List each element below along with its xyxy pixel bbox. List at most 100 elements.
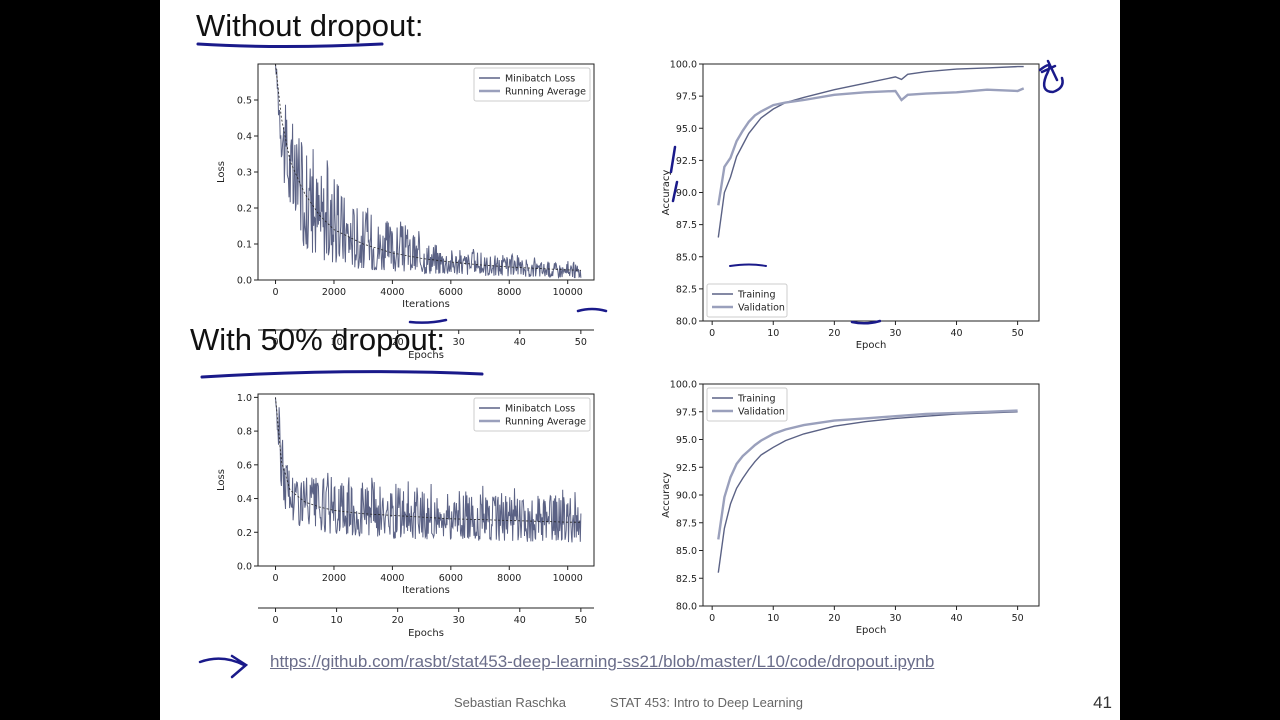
page-number: 41 xyxy=(1093,693,1112,712)
epoch-tick-label: 20 xyxy=(392,337,404,348)
legend-box xyxy=(706,387,788,422)
epoch-tick-label: 20 xyxy=(392,615,404,626)
heading-without-dropout: Without dropout: xyxy=(196,8,424,43)
legend-box xyxy=(473,67,591,102)
x-tick-label: 20 xyxy=(828,613,840,624)
x-tick-label: 20 xyxy=(828,328,840,339)
chart-accuracy-no-dropout: 0 10 20 30 40 50 80.0 82.5 85.0 87.5 90.0 92.5 95.0 9… xyxy=(661,60,1040,351)
y-tick-label: 90.0 xyxy=(676,491,697,502)
epoch-tick-label: 30 xyxy=(453,337,465,348)
y-tick-label: 0.3 xyxy=(237,168,252,179)
y-tick-label: 0.2 xyxy=(237,528,252,539)
epoch-tick-label: 0 xyxy=(273,615,279,626)
x-tick-label: 50 xyxy=(1012,328,1024,339)
epoch-tick-label: 10 xyxy=(331,615,343,626)
x-tick-label: 0 xyxy=(709,328,715,339)
y-tick-label: 0.5 xyxy=(237,96,252,107)
series-running-average xyxy=(275,397,581,523)
plot-area xyxy=(275,64,582,280)
y-tick-label: 0.6 xyxy=(237,460,252,471)
y-tick-label: 85.0 xyxy=(676,546,697,557)
epoch-tick-label: 40 xyxy=(514,337,526,348)
x-tick-label: 0 xyxy=(709,613,715,624)
epoch-tick-label: 10 xyxy=(331,337,343,348)
y-tick-label: 0.0 xyxy=(237,562,252,573)
legend-entry: Minibatch Loss xyxy=(505,74,575,85)
y-axis-label: Accuracy xyxy=(661,170,672,216)
slide: Without dropout: With 50% dropout: 0 2000… xyxy=(160,0,1120,720)
legend-entry: Running Average xyxy=(505,87,586,98)
series-running-average xyxy=(275,64,581,271)
x-axis-label: Epoch xyxy=(856,340,887,351)
legend-entry: Validation xyxy=(738,303,785,314)
x-axis-label: Iterations xyxy=(402,299,450,310)
epoch-tick-label: 50 xyxy=(575,337,587,348)
footer-course: STAT 453: Intro to Deep Learning xyxy=(610,695,803,710)
y-tick-label: 0.0 xyxy=(237,276,252,287)
x-tick-label: 40 xyxy=(950,613,962,624)
epoch-axis-label: Epochs xyxy=(408,628,444,639)
y-tick-label: 0.2 xyxy=(237,204,252,215)
y-tick-label: 95.0 xyxy=(676,124,697,135)
y-tick-label: 87.5 xyxy=(676,220,697,231)
x-tick-label: 6000 xyxy=(439,573,463,584)
x-tick-label: 4000 xyxy=(380,287,404,298)
legend: Training Validation xyxy=(706,283,788,318)
x-tick-label: 2000 xyxy=(322,287,346,298)
x-axis-label: Epoch xyxy=(856,625,887,636)
y-axis-label: Loss xyxy=(216,469,227,491)
legend-box xyxy=(473,397,591,432)
y-tick-label: 100.0 xyxy=(670,380,697,391)
y-tick-label: 87.5 xyxy=(676,518,697,529)
plot-frame xyxy=(702,63,1040,322)
y-tick-label: 80.0 xyxy=(676,317,697,328)
x-tick-label: 0 xyxy=(273,573,279,584)
plot-area xyxy=(275,397,582,543)
series-training xyxy=(717,65,1024,238)
y-tick-label: 100.0 xyxy=(670,60,697,71)
y-axis-label: Accuracy xyxy=(661,472,672,518)
y-tick-label: 0.8 xyxy=(237,427,252,438)
y-tick-label: 90.0 xyxy=(676,188,697,199)
series-minibatch-loss xyxy=(275,397,582,543)
chart-loss-no-dropout: 0 2000 4000 6000 8000 10000 0.0 0.1 0.2 0.3 0.4 0.5… xyxy=(216,63,595,361)
y-tick-label: 82.5 xyxy=(676,284,697,295)
x-tick-label: 40 xyxy=(950,328,962,339)
x-tick-label: 10000 xyxy=(553,287,583,298)
legend-entry: Minibatch Loss xyxy=(505,404,575,415)
epoch-tick-label: 30 xyxy=(453,615,465,626)
legend: Minibatch Loss Running Average xyxy=(473,397,591,432)
y-tick-label: 0.1 xyxy=(237,240,252,251)
chart-accuracy-dropout: 0 10 20 30 40 50 80.0 82.5 85.0 87.5 90.0 92.5 95.0 9… xyxy=(661,380,1040,636)
y-tick-label: 85.0 xyxy=(676,252,697,263)
heading-with-dropout: With 50% dropout: xyxy=(190,322,446,357)
x-tick-label: 4000 xyxy=(380,573,404,584)
y-tick-label: 82.5 xyxy=(676,574,697,585)
y-tick-label: 0.4 xyxy=(237,132,252,143)
x-tick-label: 50 xyxy=(1012,613,1024,624)
legend-entry: Running Average xyxy=(505,417,586,428)
chart-loss-dropout: 0 2000 4000 6000 8000 10000 0.0 0.2 0.4 0.6 0.8 1.0… xyxy=(216,393,595,639)
ink-arrow xyxy=(198,654,249,679)
series-validation xyxy=(717,409,1018,540)
plot-frame xyxy=(257,393,595,567)
y-tick-label: 97.5 xyxy=(676,407,697,418)
y-tick-label: 97.5 xyxy=(676,92,697,103)
x-tick-label: 10 xyxy=(767,328,779,339)
x-tick-label: 8000 xyxy=(497,573,521,584)
y-tick-label: 95.0 xyxy=(676,435,697,446)
epoch-axis-label: Epochs xyxy=(408,350,444,361)
y-axis-label: Loss xyxy=(216,161,227,183)
series-validation xyxy=(717,87,1025,206)
x-tick-label: 10 xyxy=(767,613,779,624)
notebook-link[interactable]: https://github.com/rasbt/stat453-deep-le… xyxy=(270,652,935,671)
legend-entry: Validation xyxy=(738,407,785,418)
x-axis-label: Iterations xyxy=(402,585,450,596)
legend: Minibatch Loss Running Average xyxy=(473,67,591,102)
series-minibatch-loss xyxy=(275,64,582,280)
x-tick-label: 6000 xyxy=(439,287,463,298)
y-tick-label: 92.5 xyxy=(676,463,697,474)
footer-author: Sebastian Raschka xyxy=(454,695,567,710)
plot-area xyxy=(717,409,1018,573)
y-tick-label: 92.5 xyxy=(676,156,697,167)
